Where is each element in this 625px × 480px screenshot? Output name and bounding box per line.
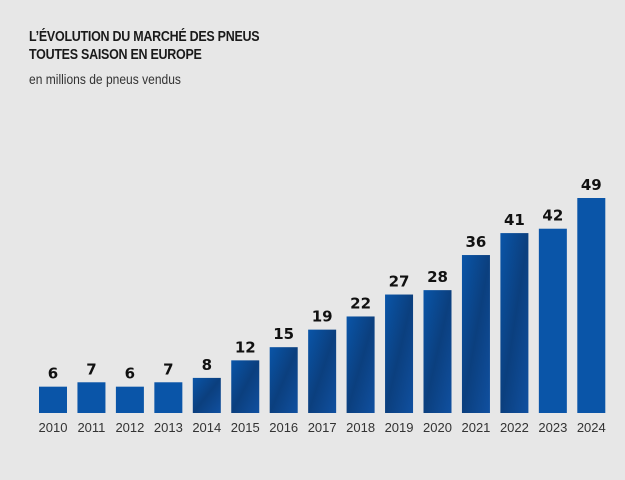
bar-2010 [39,386,67,413]
value-label-2018: 22 [350,294,371,312]
bar-2011 [77,382,106,413]
bar-2020 [423,290,452,413]
value-label-2015: 12 [235,338,256,356]
bar-2013 [154,382,183,413]
x-tick-2013: 2013 [154,420,183,435]
x-tick-2011: 2011 [77,420,105,435]
x-tick-2023: 2023 [538,420,567,435]
value-label-2012: 6 [125,365,135,383]
value-label-2019: 27 [389,273,410,291]
value-label-2010: 6 [48,365,58,383]
bar-2024 [577,198,606,413]
x-tick-2019: 2019 [385,420,414,435]
value-label-2020: 28 [427,268,448,286]
x-tick-2012: 2012 [115,420,144,435]
bar-2016 [269,347,298,413]
value-label-2011: 7 [86,360,96,378]
value-label-2022: 41 [504,211,525,229]
x-tick-2014: 2014 [192,420,221,435]
bar-2015 [231,360,260,413]
chart-title-line-1: L’ÉVOLUTION DU MARCHÉ DES PNEUS [29,29,260,45]
value-labels-group: 6 7 6 7 8 12 15 19 22 27 28 36 41 42 49 [48,176,602,383]
x-tick-2015: 2015 [231,420,260,435]
chart-subtitle: en millions de pneus vendus [29,71,181,87]
value-label-2021: 36 [466,233,487,251]
bar-2012 [115,386,144,413]
bar-2018 [346,316,375,413]
x-tick-2020: 2020 [423,420,452,435]
value-label-2023: 42 [542,207,563,225]
bar-2023 [538,228,567,413]
chart-title: L’ÉVOLUTION DU MARCHÉ DES PNEUS TOUTES S… [29,28,260,64]
bar-2014 [192,377,221,413]
value-label-2016: 15 [273,325,294,343]
value-label-2017: 19 [312,308,333,326]
x-tick-2018: 2018 [346,420,375,435]
x-tick-2024: 2024 [577,420,606,435]
x-tick-2021: 2021 [461,420,490,435]
value-label-2013: 7 [163,360,173,378]
x-tick-2010: 2010 [39,420,68,435]
bar-2021 [461,255,490,413]
x-tick-2017: 2017 [308,420,337,435]
value-label-2014: 8 [202,356,212,374]
bar-2022 [500,233,529,413]
chart-title-line-2: TOUTES SAISON EN EUROPE [29,47,202,63]
x-tick-labels-group: 2010 2011 2012 2013 2014 2015 2016 2017 2018 2019… [39,420,606,435]
x-tick-2016: 2016 [269,420,298,435]
value-label-2024: 49 [581,176,602,194]
bar-2019 [385,294,414,413]
x-tick-2022: 2022 [500,420,529,435]
bars-group [39,198,606,413]
bar-2017 [308,329,337,413]
